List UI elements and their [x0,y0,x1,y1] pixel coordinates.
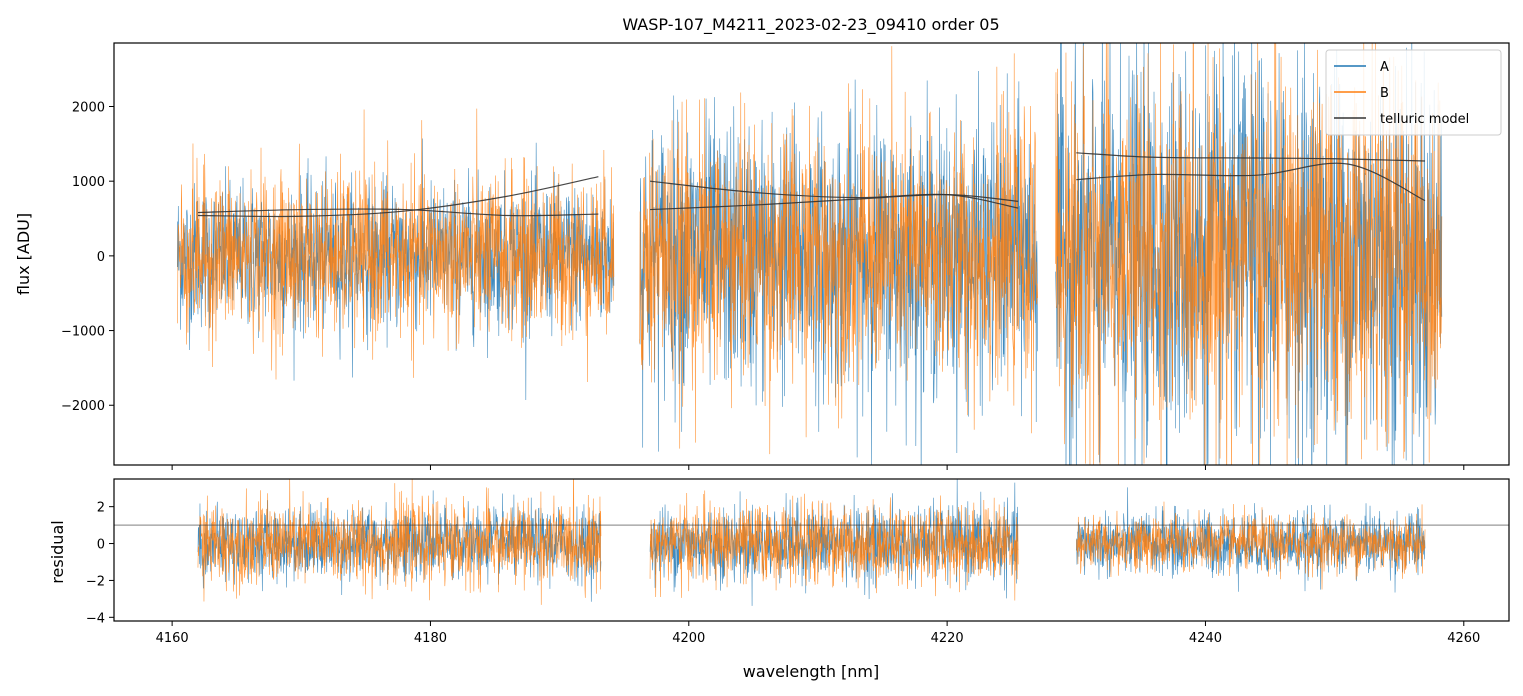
telluric-model-curve-2 [197,176,599,218]
bottom-plot-area [114,479,1509,606]
bottom-y-axis: −4 −2 0 2 [86,501,114,626]
bottom-y-tick-label-3: 2 [97,501,105,516]
x-tick-label-4: 4240 [1189,631,1222,646]
bottom-y-tick-label-1: −2 [86,574,105,589]
x-tick-label-2: 4200 [672,631,705,646]
top-panel: −2000 −1000 0 1000 2000 flux [ADU] A B tellu… [14,42,1510,470]
bottom-series-b-segment-2 [649,490,1019,601]
x-tick-label-1: 4180 [414,631,447,646]
top-series-b-segment-2 [639,46,1038,455]
telluric-model-curve-4 [650,194,1019,211]
x-axis-label: wavelength [nm] [743,662,880,681]
telluric-model-curve-6 [1076,162,1426,202]
top-y-tick-label-0: −2000 [61,399,105,414]
top-plot-area [176,43,1443,465]
bottom-series-a-segment-1 [197,490,602,602]
legend-label-b: B [1380,86,1389,101]
top-y-tick-label-3: 1000 [72,175,105,190]
x-tick-label-3: 4220 [931,631,964,646]
chart-title: WASP-107_M4211_2023-02-23_09410 order 05 [622,15,999,35]
bottom-x-axis: 4160 4180 4200 4220 4240 4260 [156,621,1480,646]
top-axes-frame [113,42,1510,466]
bottom-y-tick-label-2: 0 [97,538,105,553]
bottom-series-a-segment-3 [1075,487,1426,593]
top-y-tick-label-2: 0 [97,250,105,265]
bottom-axes-frame [113,478,1510,622]
top-y-tick-label-4: 2000 [72,100,105,115]
top-y-axis: −2000 −1000 0 1000 2000 [61,100,114,414]
x-tick-label-0: 4160 [156,631,189,646]
x-tick-label-5: 4260 [1447,631,1480,646]
top-y-tick-label-1: −1000 [61,325,105,340]
bottom-y-tick-label-0: −4 [86,611,105,626]
bottom-series-b-segment-1 [197,479,602,605]
legend-label-telluric: telluric model [1380,112,1469,127]
top-series-b-segment-3 [1055,43,1443,465]
telluric-model-curve-3 [649,180,1019,209]
telluric-model-curve-5 [1076,152,1426,162]
top-series-b-segment-1 [176,108,615,383]
bottom-panel: −4 −2 0 2 4160 4180 4200 4220 4240 4260 residual… [48,478,1510,681]
top-x-axis [171,465,1465,470]
bottom-y-axis-label: residual [48,520,67,583]
telluric-model-curve-1 [197,208,599,217]
top-y-axis-label: flux [ADU] [14,213,33,295]
bottom-series-b-segment-3 [1075,501,1426,590]
legend-label-a: A [1380,60,1389,75]
legend: A B telluric model [1325,49,1502,136]
legend-box [1325,49,1502,136]
